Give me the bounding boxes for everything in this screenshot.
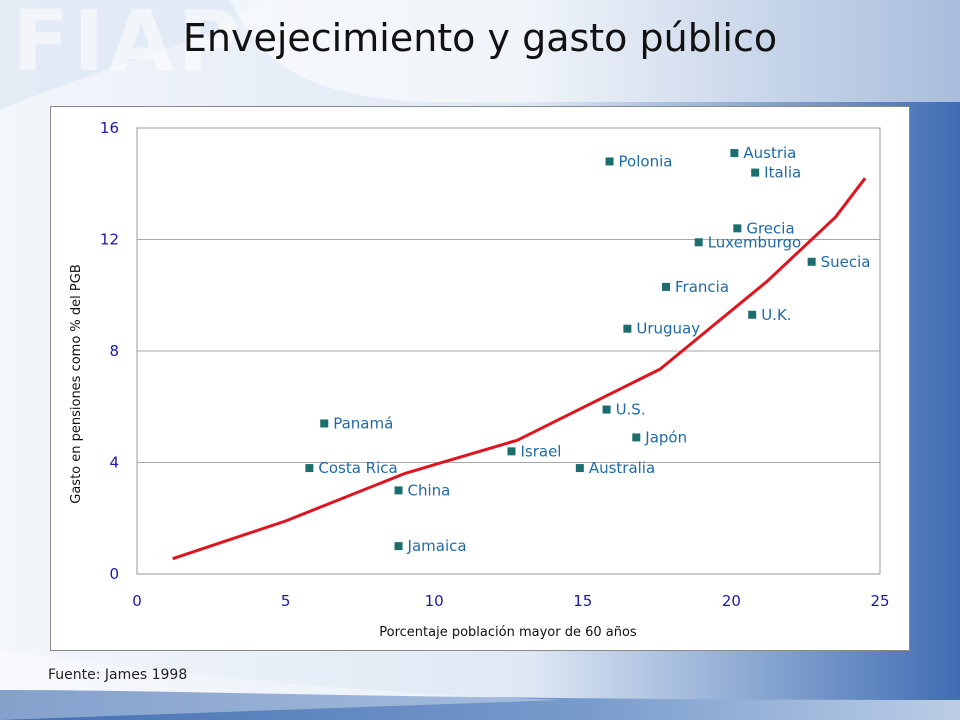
- y-tick-label: 8: [109, 342, 119, 360]
- x-tick-label: 5: [281, 592, 291, 610]
- slide-title: Envejecimiento y gasto público: [182, 16, 778, 60]
- y-tick-label: 12: [100, 231, 119, 249]
- y-tick-label: 16: [100, 119, 119, 137]
- data-point-marker: [602, 405, 611, 414]
- data-point-label: Costa Rica: [318, 459, 397, 477]
- data-point-marker: [733, 224, 742, 233]
- trend-line: [172, 177, 867, 561]
- fiap-watermark-logo: FIAP: [12, 0, 244, 90]
- data-point-marker: [605, 157, 614, 166]
- data-point-label: Luxemburgo: [708, 233, 802, 251]
- data-point-label: Uruguay: [636, 320, 700, 338]
- y-tick-label: 0: [109, 565, 119, 583]
- data-point-marker: [394, 542, 403, 551]
- x-tick-label: 25: [870, 592, 889, 610]
- data-point-marker: [623, 324, 632, 333]
- data-point-label: China: [408, 481, 451, 499]
- gridlines: [137, 239, 880, 463]
- data-point-marker: [662, 282, 671, 291]
- data-point-label: Japón: [644, 428, 687, 446]
- data-point-marker: [575, 464, 584, 473]
- scatter-chart: 0 4 8 12 16 0 5 10 15 20 25 Polonia Austria Italia G…: [69, 119, 890, 640]
- data-point-label: Italia: [764, 164, 801, 182]
- x-axis-ticks: 0 5 10 15 20 25: [132, 592, 889, 610]
- data-point-marker: [807, 257, 816, 266]
- data-point-label: U.S.: [616, 401, 646, 419]
- data-point-marker: [507, 447, 516, 456]
- data-point-marker: [694, 238, 703, 247]
- data-point-marker: [730, 149, 739, 158]
- data-point-label: Francia: [675, 278, 729, 296]
- y-axis-ticks: 0 4 8 12 16: [100, 119, 119, 583]
- data-point-label: Jamaica: [407, 537, 467, 555]
- x-axis-title: Porcentaje población mayor de 60 años: [379, 625, 637, 640]
- data-point-label: U.K.: [761, 306, 791, 324]
- data-point-label: Grecia: [746, 219, 794, 237]
- y-axis-title: Gasto en pensiones como % del PGB: [69, 264, 84, 504]
- data-point-label: Polonia: [619, 152, 673, 170]
- data-point-marker: [320, 419, 329, 428]
- x-tick-label: 15: [573, 592, 592, 610]
- data-point-label: Israel: [520, 442, 561, 460]
- x-tick-label: 20: [722, 592, 741, 610]
- data-point-label: Suecia: [821, 253, 871, 271]
- trend-line-layer: [172, 177, 867, 561]
- y-tick-label: 4: [109, 454, 119, 472]
- data-point-label: Australia: [589, 459, 655, 477]
- data-point-label: Austria: [743, 144, 796, 162]
- data-point-marker: [394, 486, 403, 495]
- x-tick-label: 0: [132, 592, 142, 610]
- source-note: Fuente: James 1998: [48, 667, 188, 683]
- x-tick-label: 10: [425, 592, 444, 610]
- data-point-label: Panamá: [333, 414, 393, 432]
- data-point-marker: [748, 310, 757, 319]
- data-point-marker: [305, 464, 314, 473]
- data-point-marker: [632, 433, 641, 442]
- data-point-marker: [751, 168, 760, 177]
